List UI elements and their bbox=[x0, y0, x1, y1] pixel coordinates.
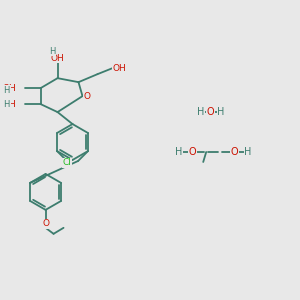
Text: OH: OH bbox=[3, 84, 16, 93]
Text: O: O bbox=[42, 219, 49, 228]
Text: Cl: Cl bbox=[62, 158, 71, 167]
Text: OH: OH bbox=[112, 64, 126, 73]
Text: O: O bbox=[230, 147, 238, 157]
Text: H: H bbox=[4, 100, 10, 109]
Text: O: O bbox=[206, 107, 214, 117]
Text: H: H bbox=[218, 107, 225, 117]
Text: H: H bbox=[196, 107, 204, 117]
Text: H: H bbox=[4, 85, 10, 94]
Text: H: H bbox=[50, 47, 56, 56]
Text: OH: OH bbox=[51, 54, 64, 63]
Text: H: H bbox=[244, 147, 252, 157]
Text: H: H bbox=[175, 147, 182, 157]
Text: OH: OH bbox=[3, 100, 16, 109]
Text: O: O bbox=[188, 147, 196, 157]
Text: O: O bbox=[84, 92, 91, 100]
